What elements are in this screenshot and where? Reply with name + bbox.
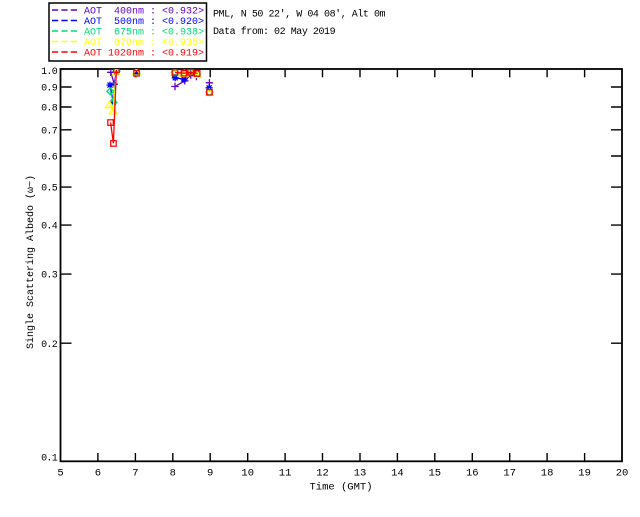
svg-text:12: 12 [316, 468, 329, 480]
svg-text:7: 7 [132, 468, 138, 480]
svg-text:AOT 870nm : <0.935>: AOT 870nm : <0.935> [84, 38, 204, 49]
svg-text:0.5: 0.5 [41, 184, 58, 195]
svg-text:17: 17 [503, 468, 516, 480]
svg-text:16: 16 [466, 468, 479, 480]
svg-text:15: 15 [428, 468, 441, 480]
svg-text:13: 13 [354, 468, 367, 480]
svg-text:Single Scattering Albedo (ω~): Single Scattering Albedo (ω~) [25, 175, 37, 349]
svg-text:5: 5 [57, 468, 63, 480]
svg-text:AOT 1020nm : <0.919>: AOT 1020nm : <0.919> [84, 49, 204, 60]
svg-text:19: 19 [578, 468, 591, 480]
svg-text:0.1: 0.1 [41, 454, 58, 465]
svg-text:AOT 675nm : <0.938>: AOT 675nm : <0.938> [84, 28, 204, 39]
svg-text:0.6: 0.6 [41, 153, 58, 164]
svg-text:18: 18 [541, 468, 554, 480]
svg-text:PML, N 50 22', W 04 08', Alt 0: PML, N 50 22', W 04 08', Alt 0m [213, 8, 386, 20]
svg-text:0.9: 0.9 [41, 84, 58, 95]
svg-text:AOT 400nm : <0.932>: AOT 400nm : <0.932> [84, 7, 204, 18]
svg-text:Time (GMT): Time (GMT) [309, 482, 372, 494]
svg-text:20: 20 [616, 468, 629, 480]
svg-text:1.0: 1.0 [41, 67, 58, 78]
svg-text:10: 10 [241, 468, 254, 480]
svg-text:0.7: 0.7 [41, 126, 58, 137]
svg-text:8: 8 [170, 468, 176, 480]
svg-text:0.4: 0.4 [41, 222, 58, 233]
svg-text:0.8: 0.8 [41, 104, 58, 115]
svg-text:AOT 500nm : <0.920>: AOT 500nm : <0.920> [84, 17, 204, 28]
svg-text:14: 14 [391, 468, 404, 480]
svg-text:11: 11 [279, 468, 292, 480]
svg-text:Data from: 02 May 2019: Data from: 02 May 2019 [213, 26, 336, 38]
svg-text:6: 6 [95, 468, 101, 480]
svg-text:9: 9 [207, 468, 213, 480]
svg-text:0.2: 0.2 [41, 340, 58, 351]
svg-text:0.3: 0.3 [41, 271, 58, 282]
